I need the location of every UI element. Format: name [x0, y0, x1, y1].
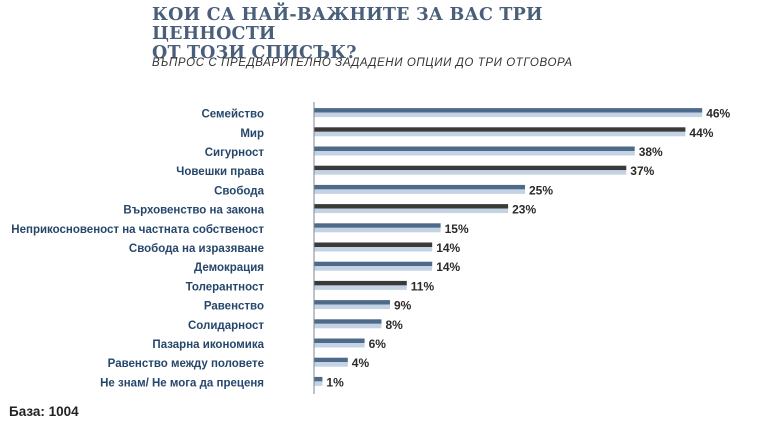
category-label-8: Демокрация: [194, 262, 264, 274]
value-label-7: 14%: [436, 241, 460, 255]
bar-6: [314, 223, 441, 228]
sample-base-label: База: 1004: [9, 404, 79, 419]
bar-11: [314, 319, 382, 324]
bar-1: [314, 127, 686, 132]
value-label-13: 4%: [352, 356, 370, 370]
bar-8: [314, 261, 433, 267]
value-label-6: 15%: [445, 222, 469, 236]
value-label-5: 23%: [512, 203, 536, 217]
value-label-2: 38%: [639, 145, 663, 159]
bar-14: [314, 376, 323, 382]
category-label-12: Пазарна икономика: [152, 339, 264, 351]
category-label-11: Солидарност: [188, 320, 264, 332]
category-label-10: Равенство: [204, 301, 264, 313]
bar-highlight-0: [314, 112, 703, 118]
value-label-12: 6%: [369, 337, 387, 351]
bar-12: [314, 338, 365, 343]
chart-title: КОИ СА НАЙ-ВАЖНИТЕ ЗА ВАС ТРИ ЦЕННОСТИ О…: [152, 5, 543, 63]
bar-highlight-6: [314, 227, 441, 233]
category-label-5: Върховенство на закона: [123, 205, 264, 217]
category-label-1: Мир: [240, 128, 264, 140]
value-label-4: 25%: [529, 183, 553, 197]
bar-highlight-5: [314, 208, 509, 214]
bar-highlight-11: [314, 323, 382, 329]
bar-9: [314, 280, 407, 286]
bar-highlight-1: [314, 131, 686, 137]
bar-highlight-3: [314, 170, 627, 175]
category-label-9: Толерантност: [186, 281, 265, 293]
bar-highlight-4: [314, 189, 525, 194]
bar-highlight-10: [314, 304, 390, 310]
category-label-14: Не знам/ Не мога да преценя: [100, 377, 264, 389]
bar-7: [314, 242, 433, 247]
value-label-3: 37%: [630, 164, 654, 178]
category-label-7: Свобода на изразяване: [129, 243, 264, 255]
bar-3: [314, 165, 627, 171]
category-label-4: Свобода: [214, 185, 265, 197]
bar-highlight-7: [314, 247, 433, 252]
bar-0: [314, 108, 703, 113]
bar-5: [314, 204, 509, 209]
value-label-14: 1%: [326, 375, 344, 389]
value-label-0: 46%: [706, 107, 730, 121]
bar-13: [314, 357, 348, 363]
category-label-13: Равенство между половете: [108, 358, 264, 370]
bar-highlight-2: [314, 151, 635, 156]
bar-highlight-8: [314, 266, 433, 271]
bar-highlight-13: [314, 362, 348, 367]
value-label-8: 14%: [436, 260, 460, 274]
chart-subtitle: ВЪПРОС С ПРЕДВАРИТЕЛНО ЗАДАДЕНИ ОПЦИИ ДО…: [152, 57, 573, 69]
bar-highlight-14: [314, 381, 323, 386]
bar-4: [314, 184, 525, 190]
value-label-9: 11%: [411, 279, 435, 293]
category-label-3: Човешки права: [176, 166, 264, 178]
value-label-10: 9%: [394, 299, 412, 313]
bar-10: [314, 300, 390, 305]
category-label-0: Семейство: [202, 109, 265, 121]
value-label-1: 44%: [689, 126, 713, 140]
category-label-2: Сигурност: [205, 147, 265, 159]
bar-highlight-9: [314, 285, 407, 290]
value-label-11: 8%: [386, 318, 404, 332]
bar-highlight-12: [314, 343, 365, 348]
bar-2: [314, 146, 635, 151]
category-label-6: Неприкосновеност на частната собственост: [11, 224, 264, 236]
